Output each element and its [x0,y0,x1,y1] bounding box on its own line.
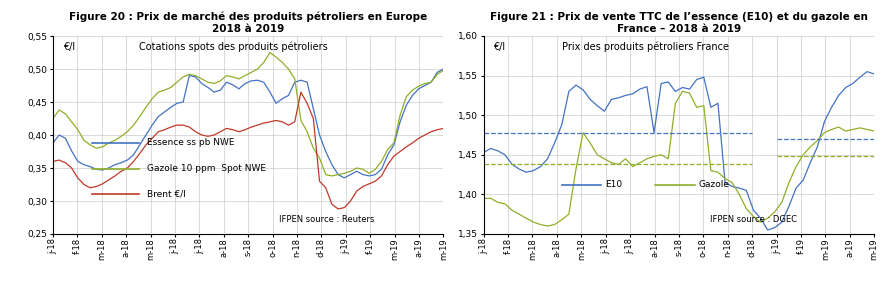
Text: Cotations spots des produits pétroliers: Cotations spots des produits pétroliers [139,42,328,52]
Text: €/l: €/l [63,42,75,52]
Title: Figure 20 : Prix de marché des produits pétroliers en Europe
2018 à 2019: Figure 20 : Prix de marché des produits … [69,12,427,34]
Text: Gazole: Gazole [698,180,729,189]
Title: Figure 21 : Prix de vente TTC de l’essence (E10) et du gazole en
France – 2018 à: Figure 21 : Prix de vente TTC de l’essen… [490,12,868,34]
Text: €/l: €/l [494,42,506,52]
Text: Gazole 10 ppm  Spot NWE: Gazole 10 ppm Spot NWE [147,164,266,173]
Text: Prix des produits pétroliers France: Prix des produits pétroliers France [562,42,728,52]
Text: IFPEN source : Reuters: IFPEN source : Reuters [280,215,375,224]
Text: IFPEN source : DGEC: IFPEN source : DGEC [710,215,797,224]
Text: Essence ss pb NWE: Essence ss pb NWE [147,138,234,147]
Text: Brent €/l: Brent €/l [147,190,185,199]
Text: E10: E10 [605,180,622,189]
